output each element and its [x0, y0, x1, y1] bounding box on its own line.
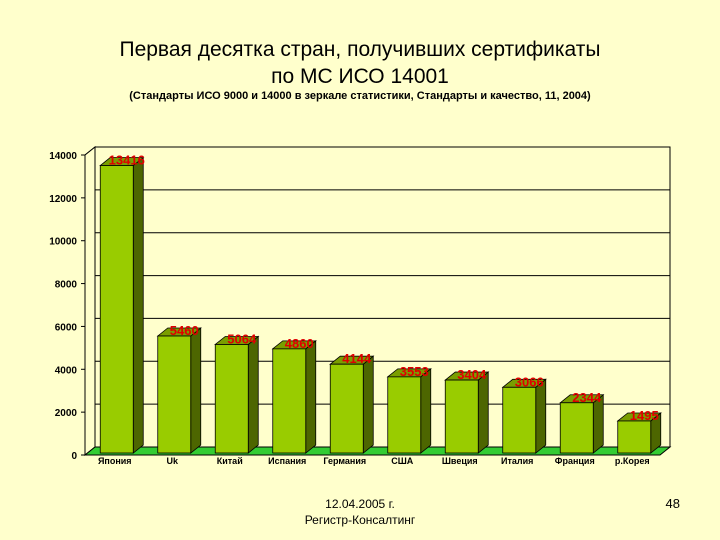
footer-date: 12.04.2005 г. [325, 497, 395, 511]
title-line-1: Первая десятка стран, получивших сертифи… [119, 38, 601, 61]
x-tick-label: Китай [217, 456, 243, 466]
x-tick-label: США [391, 456, 414, 466]
x-tick-label: Испания [268, 456, 306, 466]
data-label: 3404 [457, 367, 487, 382]
data-label: 5460 [170, 323, 199, 338]
bar [329, 363, 364, 454]
data-label: 4860 [285, 336, 314, 351]
slide-subtitle: (Стандарты ИСО 9000 и 14000 в зеркале ст… [129, 90, 591, 102]
bar-side [190, 327, 202, 454]
bar [272, 348, 307, 454]
title-line-2: по МС ИСО 14001 [271, 65, 449, 88]
y-tick-labels: 0 2000 4000 6000 8000 10000 12000 14000 [49, 151, 77, 462]
bar-side [420, 368, 432, 454]
bar [444, 379, 479, 454]
bar-side [247, 335, 259, 454]
y-tick-label: 14000 [49, 151, 77, 162]
bar [617, 420, 652, 454]
bar-side [477, 371, 489, 454]
page-number: 48 [665, 496, 680, 511]
slide-title: Первая десятка стран, получивших сертифи… [40, 36, 680, 90]
x-tick-label: Швеция [442, 456, 478, 466]
y-tick-label: 4000 [55, 365, 78, 376]
bar-side [535, 378, 547, 454]
bar-side [132, 156, 144, 454]
data-label: 3553 [400, 364, 429, 379]
bar [157, 335, 192, 454]
bar [502, 386, 537, 454]
bar [387, 376, 422, 454]
bar-side [305, 340, 317, 454]
data-label: 5064 [227, 331, 257, 346]
bar [559, 402, 594, 454]
slide-footer: 12.04.2005 г. Регистр-Консалтинг [260, 496, 460, 528]
x-tick-label: Uk [166, 456, 178, 466]
y-tick-label: 10000 [49, 237, 77, 248]
x-tick-label: Франция [555, 456, 595, 466]
data-label: 4144 [342, 351, 372, 366]
data-label: 2344 [572, 390, 602, 405]
chart-bars [99, 156, 662, 454]
chart-axes [81, 145, 96, 457]
footer-organization: Регистр-Консалтинг [304, 513, 416, 527]
x-tick-label: Италия [501, 456, 533, 466]
chart-side-wall [84, 145, 96, 457]
x-tick-label: р.Корея [615, 456, 650, 466]
x-tick-label: Япония [98, 456, 132, 466]
bar [99, 165, 134, 454]
x-tick-label: Германия [323, 456, 366, 466]
bar [214, 344, 249, 454]
y-tick-label: 0 [71, 451, 77, 462]
y-tick-label: 6000 [55, 322, 78, 333]
data-label: 1495 [630, 408, 659, 423]
data-labels: 13416 5460 5064 4860 4144 3553 3404 3066 2344 149… [109, 153, 659, 423]
x-tick-labels: Япония Uk Китай Испания Германия США Швеция Ита… [98, 456, 650, 466]
data-label: 3066 [515, 374, 544, 389]
data-label: 13416 [109, 153, 145, 168]
bar-side [362, 355, 374, 454]
y-tick-label: 12000 [49, 194, 77, 205]
y-tick-label: 8000 [55, 280, 78, 291]
y-tick-label: 2000 [55, 408, 78, 419]
